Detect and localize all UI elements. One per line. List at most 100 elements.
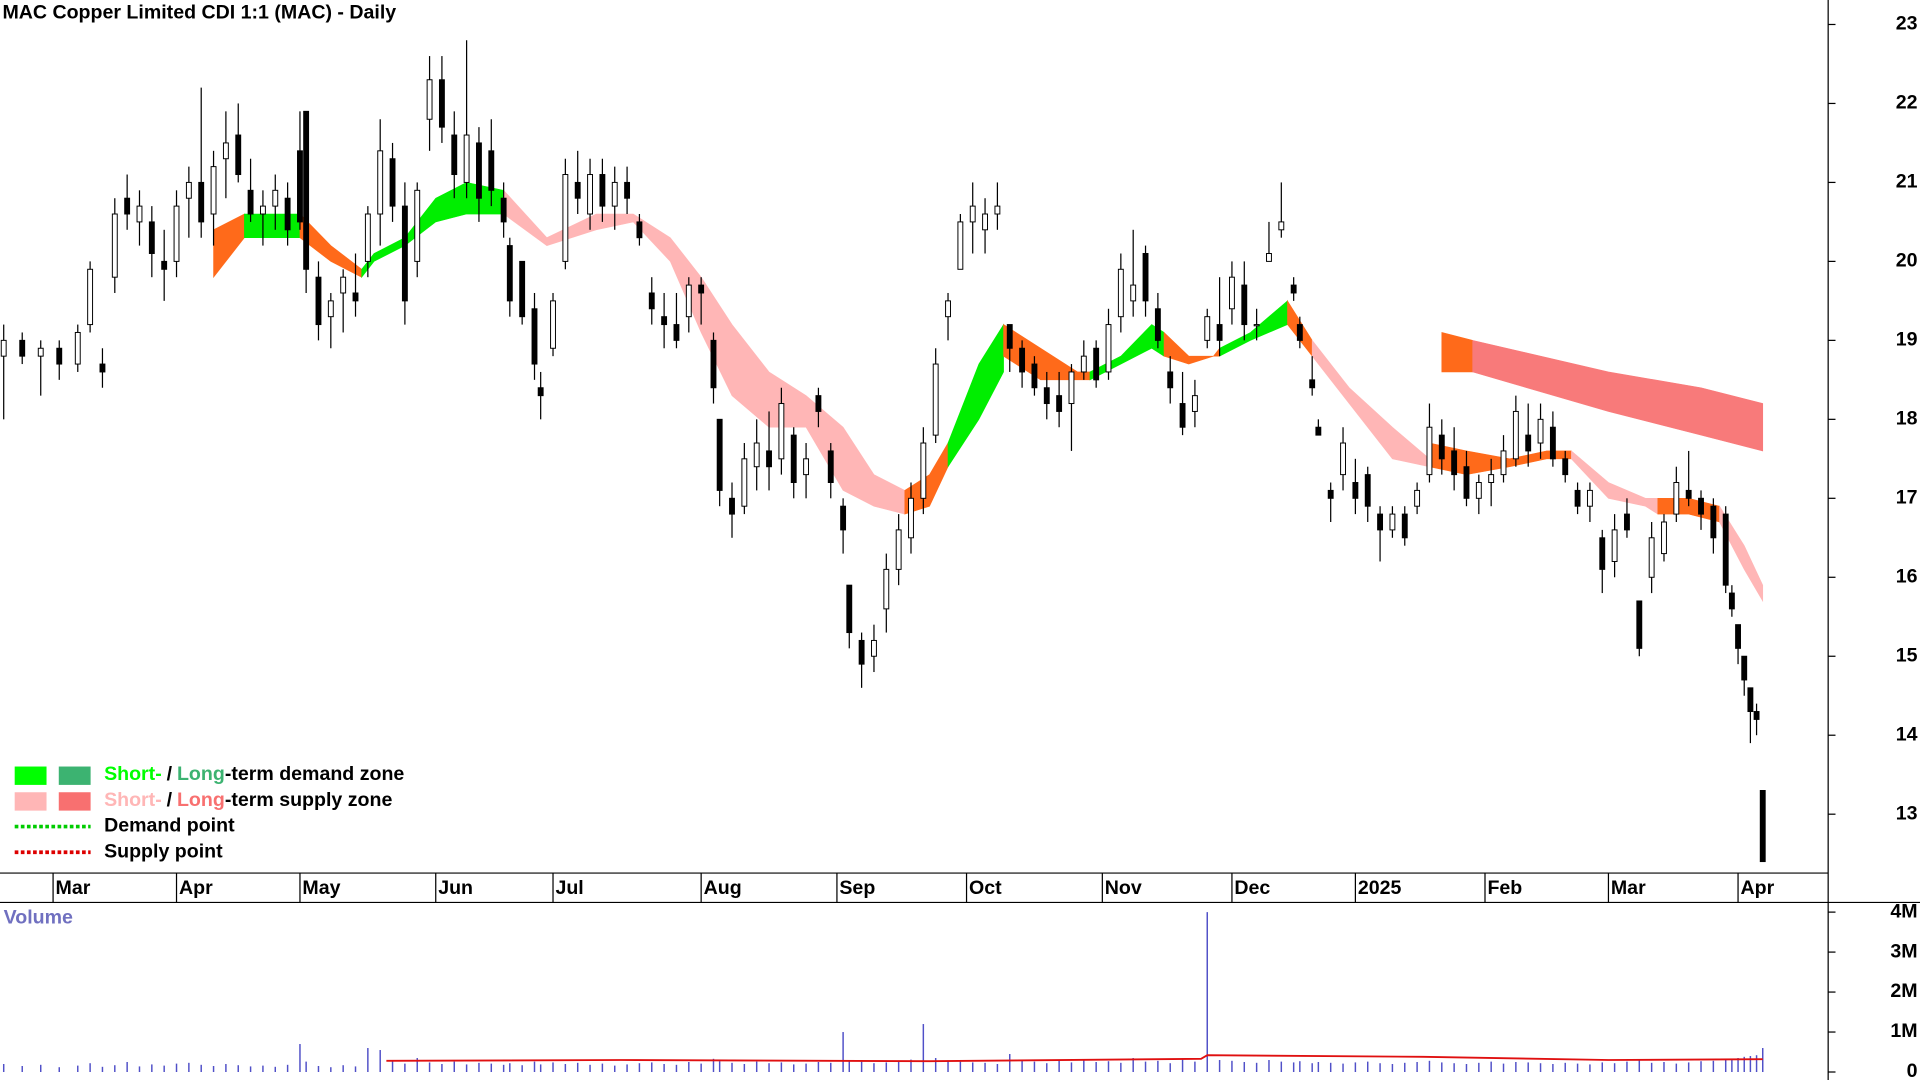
- y-tick-label: 22: [1896, 92, 1918, 114]
- candle-body: [488, 150, 495, 191]
- x-tick-label: Apr: [179, 877, 213, 899]
- candle-body: [1488, 474, 1495, 484]
- candle-body: [1093, 347, 1100, 381]
- candle-body: [74, 331, 81, 365]
- candle-body: [994, 205, 1001, 215]
- candle-body: [1216, 324, 1223, 341]
- candle-body: [148, 221, 155, 254]
- candle-body: [247, 189, 254, 215]
- candle-body: [982, 213, 988, 231]
- candle-body: [1266, 253, 1272, 262]
- candle-body: [463, 134, 470, 183]
- candle-body: [803, 458, 810, 476]
- candle-body: [173, 205, 180, 262]
- candle-body: [476, 142, 482, 199]
- candle-body: [1438, 434, 1445, 460]
- candle-body: [531, 308, 538, 365]
- x-tick-label: Jun: [438, 877, 473, 899]
- candle-body: [210, 166, 217, 215]
- candle-body: [1401, 513, 1408, 539]
- candle-layer: [0, 40, 1766, 863]
- x-tick-label: Sep: [839, 877, 875, 899]
- candle-body: [500, 197, 507, 223]
- candle-body: [87, 268, 94, 326]
- candle-body: [1229, 276, 1235, 310]
- candle-body: [1142, 253, 1149, 302]
- candle-body: [1611, 529, 1618, 562]
- candle-body: [1710, 505, 1717, 539]
- candle-body: [1673, 482, 1680, 515]
- candle-body: [111, 213, 118, 278]
- candle-body: [401, 205, 408, 302]
- candle-body: [1562, 458, 1569, 476]
- candle-body: [389, 158, 396, 207]
- candle-body: [1068, 371, 1075, 405]
- candle-body: [698, 284, 705, 294]
- candle-body: [352, 292, 359, 302]
- candle-body: [1389, 513, 1396, 531]
- candle-body: [1747, 687, 1754, 713]
- legend-label: Short- / Long-term demand zone: [104, 763, 404, 785]
- candle-body: [1340, 442, 1346, 476]
- candle-body: [185, 181, 192, 199]
- x-tick-label: Mar: [56, 877, 91, 899]
- candle-body: [0, 339, 7, 357]
- candle-body: [1056, 395, 1063, 412]
- candle-body: [1167, 371, 1174, 389]
- chart-title: MAC Copper Limited CDI 1:1 (MAC) - Daily: [2, 2, 396, 24]
- legend-text: Long: [177, 789, 225, 811]
- x-tick-label: Jul: [555, 877, 583, 899]
- candle-body: [636, 221, 643, 239]
- legend-swatch: [14, 766, 47, 785]
- candle-body: [1031, 363, 1038, 389]
- legend-text: -term supply zone: [225, 789, 393, 811]
- candle-body: [908, 497, 914, 539]
- candle-body: [871, 639, 877, 657]
- candle-body: [1080, 355, 1087, 373]
- candle-body: [1753, 711, 1760, 720]
- candle-body: [587, 174, 593, 215]
- volume-tick-label: 0: [1907, 1060, 1918, 1080]
- candle-body: [827, 450, 834, 484]
- candle-body: [1204, 316, 1211, 341]
- y-tick-label: 19: [1896, 329, 1918, 351]
- candle-body: [1154, 308, 1161, 341]
- volume-layer: [2, 912, 1764, 1073]
- candle-body: [198, 181, 205, 223]
- candle-body: [883, 568, 890, 610]
- y-tick-label: 13: [1896, 802, 1918, 824]
- zone: [1472, 339, 1764, 452]
- candle-body: [1019, 347, 1026, 373]
- candle-body: [1735, 624, 1741, 649]
- candle-body: [648, 292, 655, 310]
- y-tick-label: 15: [1896, 644, 1918, 666]
- x-tick-label: May: [302, 877, 340, 899]
- axes: 13 14 15 16 17 18 19 20 21 22 23 0 1M 2M 3M 4M Mar Apr May…: [52, 13, 1918, 1080]
- candle-body: [1117, 268, 1124, 318]
- x-tick-label: 2025: [1358, 877, 1402, 899]
- candle-body: [1586, 489, 1593, 507]
- candle-body: [1315, 426, 1322, 436]
- candle-body: [272, 189, 279, 207]
- candle-body: [562, 174, 569, 262]
- candle-body: [790, 434, 797, 484]
- candle-body: [1648, 537, 1655, 578]
- candle-body: [840, 505, 847, 531]
- legend-swatch: [58, 766, 91, 785]
- candle-body: [340, 276, 347, 294]
- candle-body: [1309, 379, 1316, 389]
- candle-body: [685, 284, 692, 318]
- candle-body: [284, 197, 291, 231]
- legend-label: Demand point: [104, 815, 235, 837]
- candle-body: [945, 300, 951, 318]
- x-tick-label: Oct: [969, 877, 1002, 899]
- candle-body: [1296, 324, 1303, 341]
- candle-body: [1253, 324, 1260, 327]
- candle-body: [624, 181, 631, 199]
- legend-label: Short- / Long-term supply zone: [104, 789, 392, 811]
- y-tick-label: 21: [1896, 171, 1918, 193]
- candle-body: [599, 174, 606, 207]
- candle-body: [37, 347, 44, 357]
- candle-body: [753, 442, 760, 468]
